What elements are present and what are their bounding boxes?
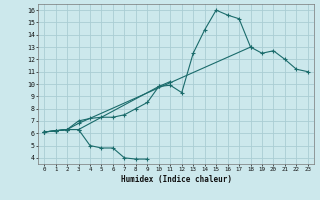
X-axis label: Humidex (Indice chaleur): Humidex (Indice chaleur) xyxy=(121,175,231,184)
